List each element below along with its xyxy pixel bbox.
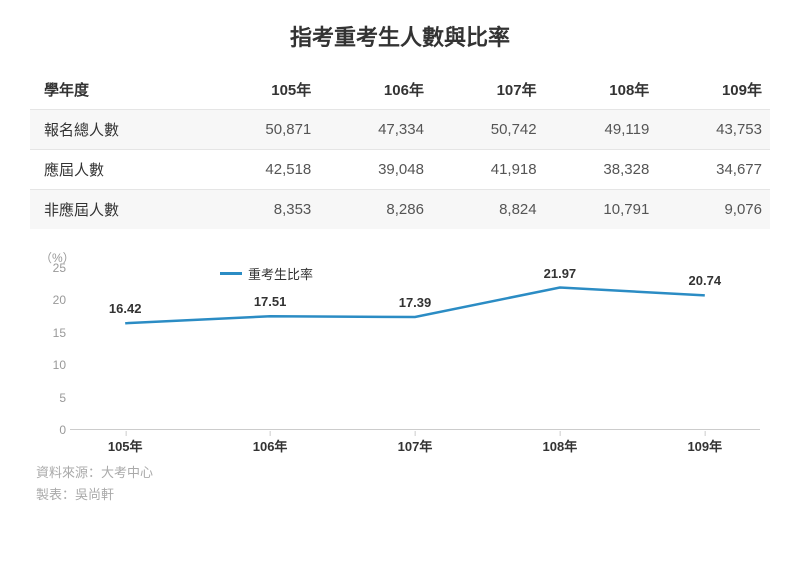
cell: 9,076: [657, 190, 770, 230]
year-header: 109年: [657, 70, 770, 110]
author-line: 製表：吳尚軒: [36, 484, 770, 506]
cell: 39,048: [319, 150, 432, 190]
row-label: 報名總人數: [30, 110, 207, 150]
table-row: 報名總人數50,87147,33450,74249,11943,753: [30, 110, 770, 150]
y-tick: 0: [59, 423, 66, 437]
table-row: 非應屆人數8,3538,2868,82410,7919,076: [30, 190, 770, 230]
cell: 41,918: [432, 150, 545, 190]
cell: 50,871: [207, 110, 320, 150]
col-header: 學年度: [30, 70, 207, 110]
row-label: 非應屆人數: [30, 190, 207, 230]
year-header: 105年: [207, 70, 320, 110]
y-tick: 20: [53, 293, 66, 307]
data-label: 21.97: [544, 266, 577, 281]
cell: 38,328: [545, 150, 658, 190]
table-row: 應屆人數42,51839,04841,91838,32834,677: [30, 150, 770, 190]
data-label: 17.39: [399, 295, 432, 310]
cell: 43,753: [657, 110, 770, 150]
plot-area: 16.42 17.51 17.39 21.97 20.74: [70, 268, 760, 430]
data-label: 16.42: [109, 301, 142, 316]
source-block: 資料來源：大考中心 製表：吳尚軒: [36, 462, 770, 506]
x-tick: 108年: [543, 436, 578, 455]
chart-title: 指考重考生人數與比率: [30, 20, 770, 52]
cell: 49,119: [545, 110, 658, 150]
x-tick: 106年: [253, 436, 288, 455]
cell: 50,742: [432, 110, 545, 150]
row-label: 應屆人數: [30, 150, 207, 190]
cell: 47,334: [319, 110, 432, 150]
y-tick: 25: [53, 261, 66, 275]
cell: 8,286: [319, 190, 432, 230]
line-chart: （%） 重考生比率 0510152025 16.4217.5117.3921.9…: [30, 249, 770, 448]
y-tick: 10: [53, 358, 66, 372]
y-unit-label: （%）: [40, 249, 770, 266]
x-tick: 107年: [398, 436, 433, 455]
data-table: 學年度105年106年107年108年109年 報名總人數50,87147,33…: [30, 70, 770, 229]
y-axis: 0510152025: [36, 268, 66, 430]
year-header: 106年: [319, 70, 432, 110]
y-tick: 5: [59, 391, 66, 405]
y-tick: 15: [53, 326, 66, 340]
source-line: 資料來源：大考中心: [36, 462, 770, 484]
cell: 10,791: [545, 190, 658, 230]
cell: 42,518: [207, 150, 320, 190]
year-header: 108年: [545, 70, 658, 110]
data-label: 20.74: [689, 273, 722, 288]
cell: 34,677: [657, 150, 770, 190]
x-tick: 109年: [687, 436, 722, 455]
data-label: 17.51: [254, 294, 287, 309]
cell: 8,824: [432, 190, 545, 230]
cell: 8,353: [207, 190, 320, 230]
x-tick: 105年: [108, 436, 143, 455]
x-axis: 105年106年107年108年109年: [70, 432, 760, 450]
year-header: 107年: [432, 70, 545, 110]
